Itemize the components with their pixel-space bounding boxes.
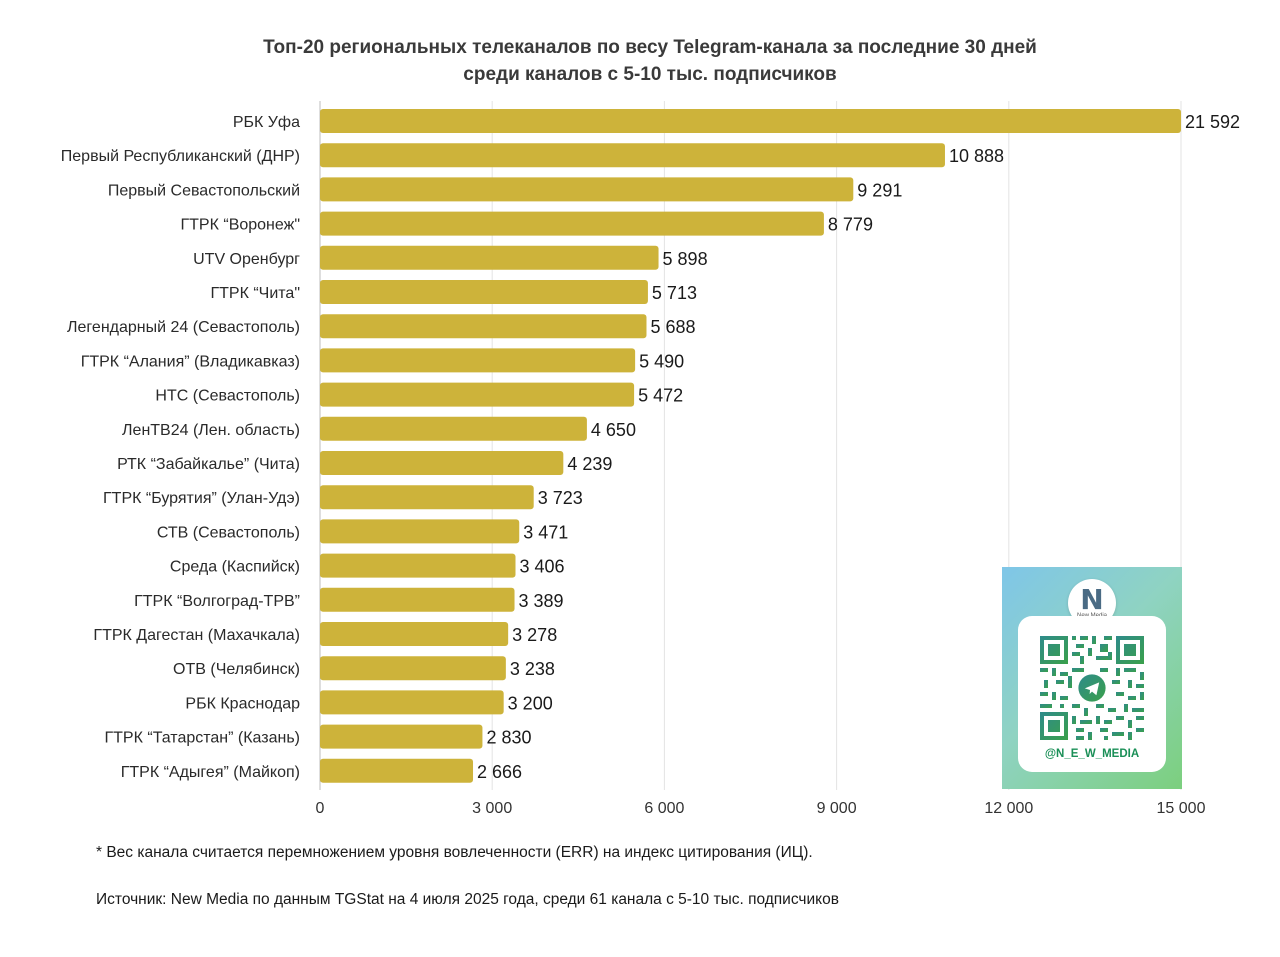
value-label: 3 278 xyxy=(512,625,557,645)
bar xyxy=(320,382,635,407)
x-tick-label: 6 000 xyxy=(644,800,684,817)
category-label: ГТРК “Бурятия” (Улан-Удэ) xyxy=(103,490,300,507)
bar xyxy=(320,348,636,373)
category-label: Легендарный 24 (Севастополь) xyxy=(67,319,300,336)
category-label: Среда (Каспийск) xyxy=(170,559,300,576)
x-tick-label: 12 000 xyxy=(984,800,1033,817)
category-label: Первый Севастопольский xyxy=(108,182,300,199)
bar xyxy=(320,245,659,270)
value-label: 8 779 xyxy=(828,215,873,235)
bar xyxy=(320,553,516,578)
category-label: РТК “Забайкалье” (Чита) xyxy=(117,456,300,473)
source-footnote: Источник: New Media по данным TGStat на … xyxy=(96,891,839,908)
category-label: Первый Республиканский (ДНР) xyxy=(61,148,300,165)
value-label: 3 471 xyxy=(523,522,568,542)
x-tick-label: 3 000 xyxy=(472,800,512,817)
category-label: СТВ (Севастополь) xyxy=(157,524,300,541)
bar xyxy=(320,656,506,681)
chart-title: Топ-20 региональных телеканалов по весу … xyxy=(263,37,1037,58)
bar xyxy=(320,485,534,510)
value-label: 3 389 xyxy=(519,591,564,611)
bar xyxy=(320,724,483,749)
category-label: ЛенТВ24 (Лен. область) xyxy=(122,422,300,439)
bar xyxy=(320,143,945,168)
category-label: UTV Оренбург xyxy=(193,251,300,268)
bar xyxy=(320,314,647,339)
value-label: 2 830 xyxy=(486,728,531,748)
value-label: 3 406 xyxy=(520,557,565,577)
value-label: 5 713 xyxy=(652,283,697,303)
value-label: 3 200 xyxy=(508,693,553,713)
category-label: ГТРК “Татарстан” (Казань) xyxy=(104,730,300,747)
qr-code-icon[interactable] xyxy=(1040,636,1144,740)
category-label: ГТРК “Волгоград-ТРВ” xyxy=(134,593,300,610)
bar xyxy=(320,109,1181,133)
logo-letter: N xyxy=(1080,583,1104,616)
x-tick-label: 15 000 xyxy=(1157,800,1206,817)
value-label: 9 291 xyxy=(857,180,902,200)
x-tick-label: 0 xyxy=(316,800,325,817)
value-labels: 21 592 10 888 9 291 8 779 5 898 5 713 5 688 5 4… xyxy=(477,112,1240,782)
value-label: 3 238 xyxy=(510,659,555,679)
category-label: ГТРК “Адыгея” (Майкоп) xyxy=(121,764,300,781)
method-footnote: * Вес канала считается перемножением уро… xyxy=(96,844,813,861)
value-label: 21 592 xyxy=(1185,112,1240,132)
category-label: ГТРК “Воронеж" xyxy=(180,217,300,234)
telegram-handle[interactable]: @N_E_W_MEDIA xyxy=(1044,748,1140,760)
category-label: РБК Краснодар xyxy=(185,695,300,712)
x-tick-label: 9 000 xyxy=(817,800,857,817)
value-label: 3 723 xyxy=(538,488,583,508)
category-labels: РБК Уфа Первый Республиканский (ДНР) Первы… xyxy=(61,114,300,781)
bar xyxy=(320,177,854,202)
value-label: 4 650 xyxy=(591,420,636,440)
bars xyxy=(320,109,1181,783)
value-label: 4 239 xyxy=(567,454,612,474)
bar xyxy=(320,211,824,236)
category-label: ГТРК “Чита" xyxy=(210,285,300,302)
category-label: НТС (Севастополь) xyxy=(155,388,300,405)
category-label: ГТРК Дагестан (Махачкала) xyxy=(93,627,300,644)
chart-subtitle: среди каналов с 5-10 тыс. подписчиков xyxy=(463,64,837,85)
category-label: ГТРК “Алания” (Владикавказ) xyxy=(81,353,300,370)
bar xyxy=(320,416,587,441)
value-label: 10 888 xyxy=(949,146,1004,166)
bar xyxy=(320,622,509,646)
bar xyxy=(320,690,504,715)
value-label: 2 666 xyxy=(477,762,522,782)
category-label: ОТВ (Челябинск) xyxy=(173,661,300,678)
x-axis-ticks: 0 3 000 6 000 9 000 12 000 15 000 xyxy=(316,800,1206,817)
bar xyxy=(320,587,515,612)
bar xyxy=(320,519,520,544)
bar xyxy=(320,758,474,783)
promo-card[interactable]: N New Media xyxy=(1002,567,1182,789)
value-label: 5 688 xyxy=(650,317,695,337)
bar xyxy=(320,451,564,475)
category-label: РБК Уфа xyxy=(233,114,300,131)
qr-panel: @N_E_W_MEDIA xyxy=(1018,616,1166,772)
value-label: 5 472 xyxy=(638,386,683,406)
bar-chart: РБК Уфа Первый Республиканский (ДНР) Первы… xyxy=(61,101,1240,817)
value-label: 5 490 xyxy=(639,351,684,371)
bar xyxy=(320,280,648,304)
value-label: 5 898 xyxy=(663,249,708,269)
